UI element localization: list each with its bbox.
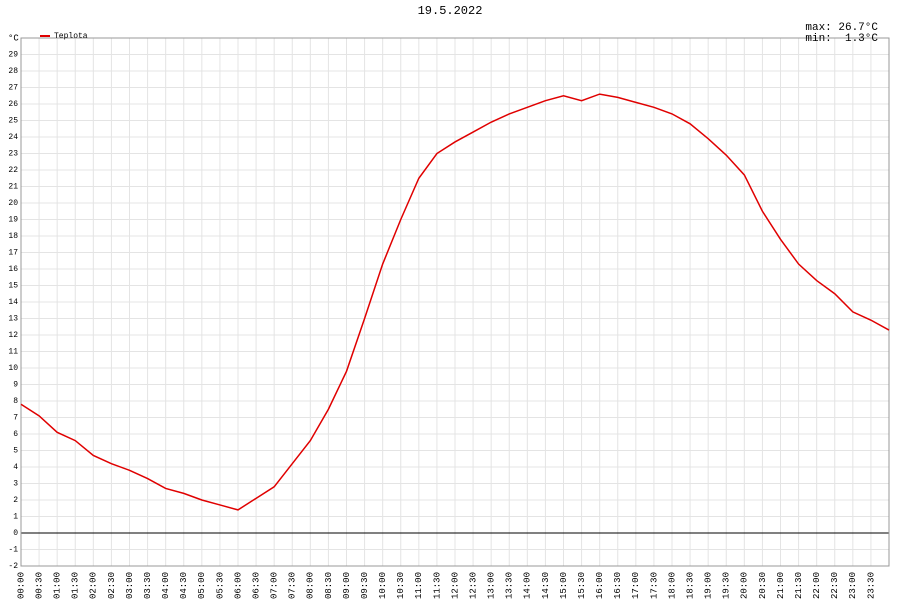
x-tick-label: 18:00 <box>667 572 677 599</box>
annotation: max: 26.7°C <box>805 22 878 34</box>
y-tick-label: 12 <box>8 331 18 340</box>
x-tick-label: 14:30 <box>541 572 551 599</box>
x-tick-label: 12:30 <box>468 572 478 599</box>
y-tick-label: 8 <box>13 397 18 406</box>
y-tick-label: 21 <box>8 183 18 192</box>
y-tick-label: 19 <box>8 216 18 225</box>
x-tick-label: 19:00 <box>704 572 714 599</box>
x-tick-label: 20:30 <box>758 572 768 599</box>
y-tick-label: 1 <box>13 513 18 522</box>
y-tick-label: 25 <box>8 117 18 126</box>
x-tick-label: 08:30 <box>324 572 334 599</box>
y-tick-label: -2 <box>8 562 18 571</box>
x-tick-label: 17:00 <box>631 572 641 599</box>
y-tick-label: 9 <box>13 381 18 390</box>
x-tick-label: 15:00 <box>559 572 569 599</box>
x-tick-label: 23:00 <box>848 572 858 599</box>
x-tick-label: 07:30 <box>288 572 298 599</box>
y-tick-label: 16 <box>8 265 18 274</box>
y-tick-label: -1 <box>8 546 18 555</box>
x-tick-label: 11:30 <box>432 572 442 599</box>
y-tick-label: 24 <box>8 133 18 142</box>
x-tick-label: 18:30 <box>685 572 695 599</box>
x-tick-label: 23:30 <box>866 572 876 599</box>
x-tick-label: 14:00 <box>523 572 533 599</box>
y-tick-label: 0 <box>13 529 18 538</box>
y-tick-label: 23 <box>8 150 18 159</box>
x-tick-label: 16:00 <box>595 572 605 599</box>
line <box>20 93 890 511</box>
y-tick-label: 13 <box>8 315 18 324</box>
x-tick-label: 09:30 <box>360 572 370 599</box>
x-tick-label: 04:30 <box>179 572 189 599</box>
y-tick-label: 15 <box>8 282 18 291</box>
x-tick-label: 03:30 <box>143 572 153 599</box>
x-tick-label: 00:00 <box>16 572 26 599</box>
x-tick-label: 05:30 <box>215 572 225 599</box>
x-tick-label: 09:00 <box>342 572 352 599</box>
x-tick-label: 02:30 <box>107 572 117 599</box>
y-tick-label: 22 <box>8 166 18 175</box>
x-tick-label: 11:00 <box>414 572 424 599</box>
y-tick-label: 10 <box>8 364 18 373</box>
legend-label: Teplota <box>54 32 88 41</box>
y-tick-label: 26 <box>8 100 18 109</box>
x-tick-label: 20:00 <box>740 572 750 599</box>
x-tick-label: 15:30 <box>577 572 587 599</box>
x-tick-label: 00:30 <box>34 572 44 599</box>
x-tick-label: 19:30 <box>722 572 732 599</box>
x-tick-label: 08:00 <box>306 572 316 599</box>
x-tick-label: 13:30 <box>505 572 515 599</box>
x-tick-label: 10:00 <box>378 572 388 599</box>
y-tick-label: 27 <box>8 84 18 93</box>
x-tick-label: 01:00 <box>53 572 63 599</box>
x-tick-label: 02:00 <box>89 572 99 599</box>
x-tick-label: 06:30 <box>251 572 261 599</box>
x-tick-label: 06:00 <box>233 572 243 599</box>
y-tick-label: 29 <box>8 51 18 60</box>
chart-title: 19.5.2022 <box>418 4 483 18</box>
y-tick-label: 2 <box>13 496 18 505</box>
x-tick-label: 17:30 <box>649 572 659 599</box>
y-tick-label: 20 <box>8 199 18 208</box>
x-tick-label: 12:00 <box>450 572 460 599</box>
annotation: min: 1.3°C <box>805 33 878 45</box>
y-tick-label: 14 <box>8 298 18 307</box>
x-tick-label: 10:30 <box>396 572 406 599</box>
y-tick-label: 7 <box>13 414 18 423</box>
x-tick-label: 07:00 <box>270 572 280 599</box>
y-tick-label: 3 <box>13 480 18 489</box>
x-tick-label: 03:00 <box>125 572 135 599</box>
x-tick-label: 16:30 <box>613 572 623 599</box>
x-tick-label: 04:00 <box>161 572 171 599</box>
y-tick-label: 28 <box>8 67 18 76</box>
x-tick-label: 22:00 <box>812 572 822 599</box>
x-tick-label: 05:00 <box>197 572 207 599</box>
x-tick-label: 22:30 <box>830 572 840 599</box>
y-tick-label: 11 <box>8 348 18 357</box>
plot-frame <box>20 37 890 567</box>
y-tick-label: 18 <box>8 232 18 241</box>
x-tick-label: 13:00 <box>487 572 497 599</box>
x-tick-label: 21:30 <box>794 572 804 599</box>
y-tick-label: 4 <box>13 463 18 472</box>
y-tick-label: 17 <box>8 249 18 258</box>
x-tick-label: 01:30 <box>71 572 81 599</box>
y-tick-label: 5 <box>13 447 18 456</box>
x-tick-label: 21:00 <box>776 572 786 599</box>
y-unit: °C <box>8 33 19 43</box>
y-tick-label: 6 <box>13 430 18 439</box>
